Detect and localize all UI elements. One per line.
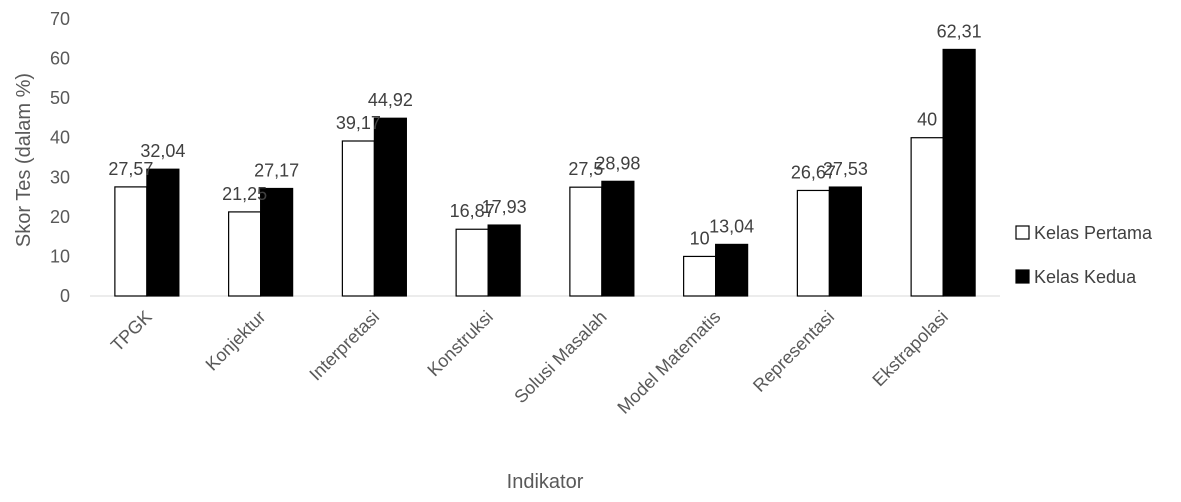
data-label: 40 (917, 110, 937, 130)
x-tick-label: TPGK (107, 307, 156, 356)
x-tick-label: Model Matematis (613, 307, 724, 418)
data-label: 44,92 (368, 90, 413, 110)
y-tick-label: 0 (60, 286, 70, 306)
y-tick-label: 70 (50, 9, 70, 29)
y-tick-label: 30 (50, 167, 70, 187)
bar-kelas-kedua (601, 180, 635, 297)
y-tick-label: 60 (50, 49, 70, 69)
data-label: 32,04 (140, 141, 185, 161)
y-tick-label: 20 (50, 207, 70, 227)
y-axis-ticks: 0 10 20 30 40 50 60 70 (50, 9, 70, 306)
legend-swatch (1015, 225, 1030, 240)
x-tick-label: Solusi Masalah (510, 307, 610, 407)
bar-kelas-pertama (341, 140, 375, 297)
bar-kelas-kedua (373, 117, 407, 297)
data-label: 28,98 (595, 153, 640, 173)
data-label: 39,17 (336, 113, 381, 133)
bar-kelas-pertama (455, 228, 489, 297)
x-tick-label: Interpretasi (305, 307, 383, 385)
bar-kelas-pertama (569, 186, 603, 297)
data-label: 27,53 (823, 159, 868, 179)
data-label: 27,5 (568, 159, 603, 179)
data-label: 10 (690, 228, 710, 248)
data-label: 26,67 (791, 162, 836, 182)
legend: Kelas Pertama Kelas Kedua (1015, 223, 1153, 287)
x-tick-label: Konstruksi (423, 307, 497, 381)
bar-kelas-kedua (146, 168, 180, 297)
bar-kelas-kedua (715, 243, 749, 297)
data-label: 27,17 (254, 160, 299, 180)
data-label: 21,25 (222, 184, 267, 204)
y-tick-label: 10 (50, 246, 70, 266)
y-tick-label: 40 (50, 128, 70, 148)
x-tick-label: Konjektur (202, 307, 270, 375)
legend-swatch (1015, 269, 1030, 284)
bar-kelas-pertama (910, 137, 944, 297)
data-label: 62,31 (937, 21, 982, 41)
legend-label: Kelas Pertama (1034, 223, 1153, 243)
bar-kelas-pertama (228, 211, 262, 297)
bar-kelas-pertama (114, 186, 148, 297)
data-label: 16,87 (450, 201, 495, 221)
x-axis-ticks: TPGK Konjektur Interpretasi Konstruksi Solus… (107, 307, 952, 418)
bar-kelas-kedua (828, 186, 862, 297)
bar-kelas-pertama (796, 189, 830, 297)
data-label: 17,93 (482, 197, 527, 217)
legend-label: Kelas Kedua (1034, 267, 1137, 287)
bars (114, 48, 976, 297)
bar-kelas-kedua (942, 48, 976, 297)
bar-kelas-pertama (683, 255, 717, 297)
y-axis-title: Skor Tes (dalam %) (13, 73, 35, 247)
data-label: 27,57 (108, 159, 153, 179)
x-axis-title: Indikator (507, 471, 584, 493)
data-label: 13,04 (709, 216, 754, 236)
bar-kelas-kedua (260, 187, 294, 297)
bar-kelas-kedua (487, 224, 521, 297)
y-tick-label: 50 (50, 88, 70, 108)
x-tick-label: Representasi (749, 307, 838, 396)
x-tick-label: Ekstrapolasi (868, 307, 951, 390)
